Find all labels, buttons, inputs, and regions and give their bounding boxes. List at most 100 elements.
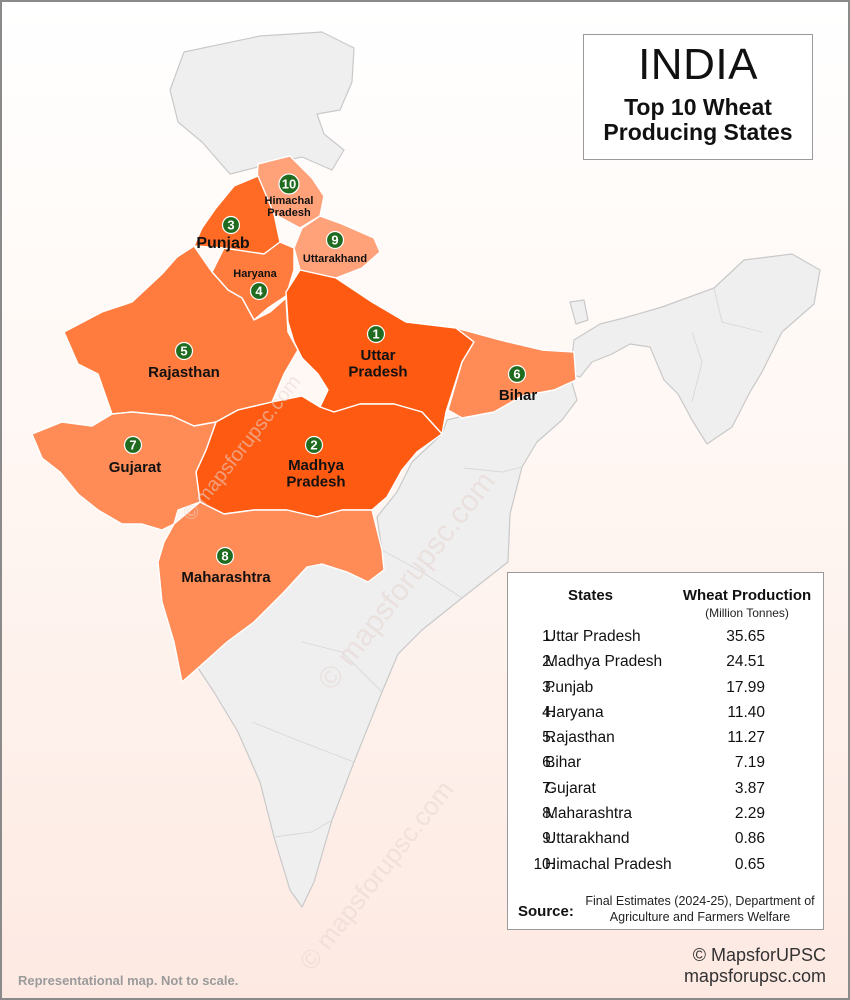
- row-number: 7.: [542, 779, 555, 797]
- row-state: Haryana: [545, 703, 604, 721]
- row-value: 11.27: [727, 729, 765, 747]
- row-value: 24.51: [726, 653, 765, 671]
- header-states: States: [568, 587, 614, 604]
- title-box: INDIA Top 10 Wheat Producing States: [583, 34, 813, 160]
- internal-border: [713, 287, 763, 333]
- state-gujarat: [31, 411, 217, 531]
- table-row: 6. Bihar 7.19: [508, 751, 825, 776]
- state-name-label: Uttarakhand: [303, 253, 367, 265]
- state-name-label: Punjab: [196, 235, 250, 252]
- row-state: Punjab: [545, 678, 594, 696]
- rank-number: 6: [513, 367, 520, 382]
- state-name-line: Himachal: [265, 195, 314, 207]
- row-value: 35.65: [726, 628, 765, 645]
- rank-number: 10: [282, 177, 296, 192]
- credit: © MapsforUPSC mapsforupsc.com: [684, 945, 826, 987]
- disclaimer: Representational map. Not to scale.: [18, 973, 239, 988]
- header-unit: (Million Tonnes): [705, 606, 789, 620]
- rank-number: 1: [372, 327, 379, 342]
- state-name-label: Bihar: [499, 387, 538, 404]
- rank-badge: 3: [221, 215, 241, 235]
- row-number: 10.: [533, 855, 555, 873]
- row-state: Bihar: [545, 754, 582, 772]
- state-name-line: Madhya: [288, 457, 345, 474]
- rank-number: 5: [180, 344, 187, 359]
- source-label: Source:: [518, 903, 574, 920]
- rank-number: 3: [227, 218, 234, 233]
- rank-badge: 5: [174, 341, 194, 361]
- state-name-label: Gujarat: [109, 459, 162, 476]
- row-number: 4.: [542, 703, 555, 721]
- rank-badge: 1: [366, 324, 386, 344]
- production-table: States Wheat Production (Million Tonnes)…: [507, 572, 824, 930]
- rank-badge: 2: [304, 435, 324, 455]
- source-text: Final Estimates (2024-25), Department of…: [585, 894, 815, 924]
- rank-number: 4: [255, 284, 263, 299]
- rank-number: 7: [129, 438, 136, 453]
- row-number: 6.: [542, 754, 555, 772]
- rank-badge-circle: [304, 435, 324, 455]
- table-rows: 1. Uttar Pradesh 35.65 2. Madhya Pradesh 24.5…: [508, 625, 825, 878]
- rank-badge: 4: [249, 281, 269, 301]
- state-name-label: Himachal Pradesh: [265, 195, 314, 219]
- table-row: 2. Madhya Pradesh 24.51: [508, 650, 825, 675]
- state-name-line: Pradesh: [267, 207, 311, 219]
- rank-number: 2: [310, 438, 317, 453]
- rank-badge-circle: [366, 324, 386, 344]
- internal-border: [273, 819, 333, 838]
- copyright: © MapsforUPSC: [692, 945, 826, 965]
- rank-badge: 7: [123, 435, 143, 455]
- internal-border: [463, 466, 523, 473]
- rank-badge: 8: [215, 546, 235, 566]
- rank-badge: 9: [325, 230, 345, 250]
- row-number: 1.: [542, 628, 555, 645]
- table-row: 1. Uttar Pradesh 35.65: [508, 625, 825, 650]
- rank-badge-circle: [507, 364, 527, 384]
- rank-badge: 6: [507, 364, 527, 384]
- website: mapsforupsc.com: [683, 966, 826, 986]
- rank-badge-circle: [123, 435, 143, 455]
- row-number: 3.: [542, 678, 555, 696]
- internal-border: [691, 331, 703, 403]
- rank-number: 9: [331, 233, 338, 248]
- rank-badge-circle: [278, 173, 300, 195]
- internal-border: [251, 721, 355, 763]
- row-number: 9.: [542, 830, 555, 848]
- row-state: Uttarakhand: [545, 830, 630, 848]
- state-name-line: Pradesh: [348, 364, 407, 381]
- state-name-label: Uttar Pradesh: [348, 347, 407, 381]
- state-jammu-kashmir: [169, 31, 355, 175]
- rank-badge-circle: [249, 281, 269, 301]
- row-value: 17.99: [726, 678, 765, 696]
- table-row: 7. Gujarat 3.87: [508, 777, 825, 802]
- row-value: 3.87: [734, 779, 765, 797]
- row-state: Uttar Pradesh: [545, 628, 641, 645]
- table-row: 10. Himachal Pradesh 0.65: [508, 853, 825, 878]
- map-subtitle: Top 10 Wheat Producing States: [603, 94, 793, 145]
- state-name-label: Rajasthan: [148, 364, 220, 381]
- row-value: 11.40: [727, 703, 765, 721]
- row-state: Maharashtra: [545, 805, 633, 823]
- row-state: Himachal Pradesh: [545, 855, 672, 873]
- rank-badge-circle: [215, 546, 235, 566]
- row-number: 8.: [542, 805, 555, 823]
- table-row: 9. Uttarakhand 0.86: [508, 827, 825, 852]
- state-sikkim: [569, 299, 589, 325]
- rank-badge: 10: [278, 173, 300, 195]
- state-name-line: Uttar: [360, 347, 395, 364]
- row-state: Rajasthan: [545, 729, 615, 747]
- state-name-line: Pradesh: [286, 474, 345, 491]
- row-value: 0.86: [734, 830, 765, 848]
- state-name-label: Madhya Pradesh: [286, 457, 345, 491]
- header-production: Wheat Production: [682, 587, 812, 604]
- table-row: 8. Maharashtra 2.29: [508, 802, 825, 827]
- row-value: 0.65: [734, 855, 765, 873]
- row-state: Madhya Pradesh: [545, 653, 663, 671]
- map-title: INDIA: [638, 40, 758, 89]
- row-number: 5.: [542, 729, 555, 747]
- internal-border: [381, 549, 463, 599]
- rank-badge-circle: [174, 341, 194, 361]
